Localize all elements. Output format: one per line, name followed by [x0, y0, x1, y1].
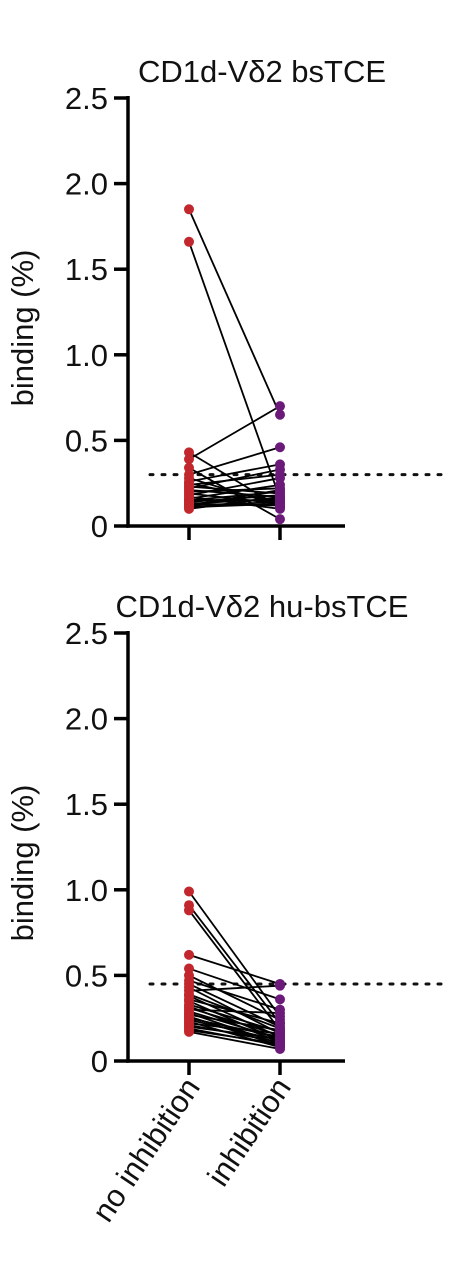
point-inhibition	[275, 1018, 285, 1029]
point-inhibition	[275, 1008, 285, 1019]
point-inhibition	[275, 514, 285, 525]
point-inhibition	[275, 464, 285, 475]
y-axis-label: binding (%)	[5, 785, 40, 942]
point-no-inhibition	[184, 886, 194, 897]
paired-line	[188, 487, 281, 493]
point-no-inhibition	[184, 462, 194, 473]
chart-title: CD1d-Vδ2 hu-bsTCE	[116, 589, 409, 624]
paired-line	[188, 446, 281, 476]
point-inhibition	[275, 409, 285, 420]
y-tick-label: 1.0	[65, 873, 108, 908]
point-no-inhibition	[184, 503, 194, 514]
paired-line	[188, 1022, 281, 1035]
point-inhibition	[275, 994, 285, 1005]
paired-line	[188, 984, 281, 992]
paired-line	[188, 208, 281, 416]
point-no-inhibition	[184, 236, 194, 247]
x-category-label: inhibition	[200, 1071, 297, 1192]
point-inhibition	[275, 1044, 285, 1055]
point-inhibition	[275, 442, 285, 453]
y-tick-label: 0	[91, 1044, 108, 1079]
paired-line	[188, 484, 281, 500]
point-no-inhibition	[184, 963, 194, 974]
point-no-inhibition	[184, 454, 194, 465]
paired-line	[188, 496, 281, 510]
chart-title: CD1d-Vδ2 bsTCE	[138, 54, 386, 89]
point-no-inhibition	[184, 447, 194, 458]
y-tick-label: 2.5	[65, 81, 108, 116]
point-no-inhibition	[184, 949, 194, 960]
point-inhibition	[275, 491, 285, 502]
paired-line	[188, 1008, 281, 1014]
y-tick-label: 1.5	[65, 252, 108, 287]
y-tick-label: 2.5	[65, 616, 108, 651]
paired-line	[188, 1031, 281, 1050]
y-tick-label: 2.0	[65, 702, 108, 737]
point-no-inhibition	[184, 1026, 194, 1037]
y-tick-label: 0	[91, 509, 108, 544]
x-category-label: no inhibition	[85, 1071, 207, 1228]
y-axis-label: binding (%)	[5, 250, 40, 407]
point-inhibition	[275, 473, 285, 484]
paired-line	[188, 1025, 281, 1040]
point-inhibition	[275, 498, 285, 509]
paired-line	[188, 967, 281, 1001]
point-inhibition	[275, 485, 285, 496]
paired-line	[188, 1013, 281, 1032]
y-tick-label: 1.0	[65, 338, 108, 373]
y-tick-label: 1.5	[65, 787, 108, 822]
y-tick-label: 0.5	[65, 958, 108, 993]
paired-line	[188, 890, 281, 1018]
paired-line	[188, 489, 281, 507]
chart-panel-2: CD1d-Vδ2 hu-bsTCE binding (%) 0 0.5 1.0 1.5 2.…	[5, 589, 449, 1228]
point-no-inhibition	[184, 905, 194, 916]
y-tick-label: 2.0	[65, 167, 108, 202]
paired-line	[188, 953, 281, 985]
paired-line	[188, 904, 281, 1024]
paired-line	[188, 979, 281, 1011]
paired-line	[188, 477, 281, 497]
point-inhibition	[275, 401, 285, 412]
paired-line	[188, 468, 281, 490]
y-tick-label: 0.5	[65, 423, 108, 458]
paired-line	[188, 405, 281, 461]
paired-line	[188, 1029, 281, 1045]
point-inhibition	[275, 980, 285, 991]
chart-panel-1: CD1d-Vδ2 bsTCE binding (%) 0 0.5 1.0 1.5 2.0 2.…	[5, 54, 449, 544]
point-no-inhibition	[184, 204, 194, 215]
paired-line	[188, 241, 281, 499]
paired-line	[188, 463, 281, 483]
